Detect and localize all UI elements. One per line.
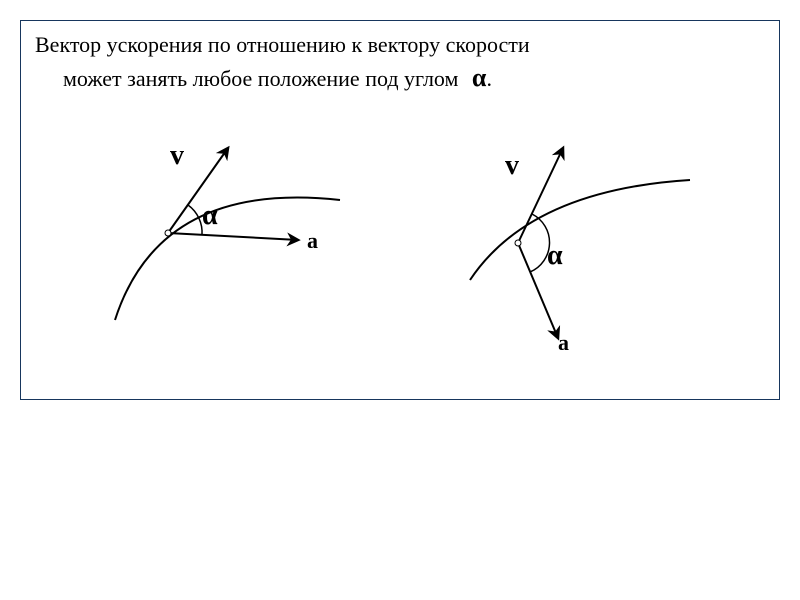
label-v-left: v: [170, 140, 184, 172]
text-period: .: [486, 66, 492, 91]
vector-v-right: [518, 148, 563, 243]
diagram-left: [90, 120, 370, 350]
text-line-2-wrap: может занять любое положение под углом α…: [35, 60, 530, 95]
origin-point-left: [165, 230, 171, 236]
label-a-right: a: [558, 330, 569, 356]
text-line-2: может занять любое положение под углом: [63, 66, 458, 91]
alpha-symbol-inline: α: [472, 63, 487, 92]
label-alpha-left: α: [202, 200, 218, 232]
origin-point-right: [515, 240, 521, 246]
label-alpha-right: α: [547, 240, 563, 272]
diagram-right: [430, 130, 710, 390]
curve-right: [470, 180, 690, 280]
label-v-right: v: [505, 150, 519, 182]
description-text: Вектор ускорения по отношению к вектору …: [35, 30, 530, 95]
curve-left: [115, 198, 340, 321]
text-line-1: Вектор ускорения по отношению к вектору …: [35, 30, 530, 60]
label-a-left: a: [307, 228, 318, 254]
vector-a-left: [168, 233, 298, 240]
